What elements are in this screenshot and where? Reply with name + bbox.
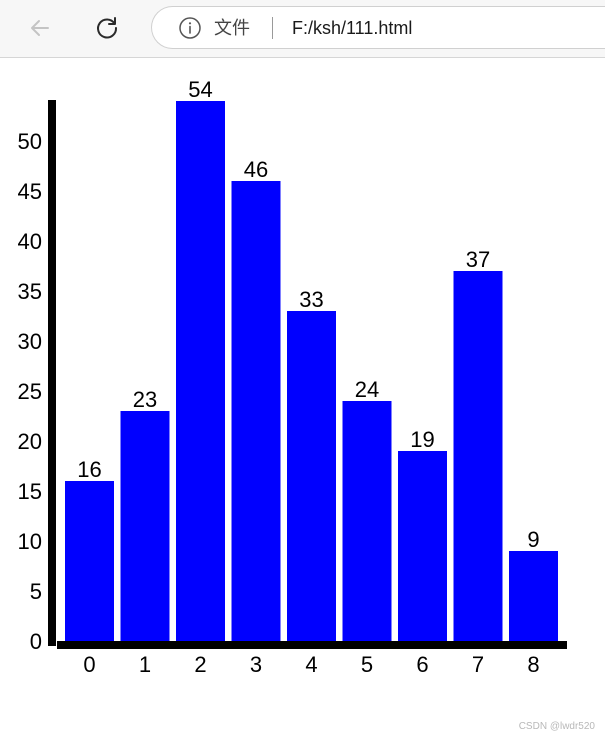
bar-3 (231, 181, 281, 641)
bar-5 (342, 401, 392, 641)
bar-6 (398, 451, 447, 641)
y-tick-label-45: 45 (18, 179, 42, 204)
bar-4 (287, 311, 336, 641)
data-label-4: 33 (299, 287, 323, 312)
y-tick-label-35: 35 (18, 279, 42, 304)
bar-8 (509, 551, 558, 641)
data-label-0: 16 (77, 457, 101, 482)
url-text[interactable]: F:/ksh/111.html (292, 18, 413, 38)
back-button[interactable] (23, 11, 57, 45)
x-tick-label-7: 7 (472, 652, 484, 677)
bar-0 (65, 481, 114, 641)
data-label-1: 23 (133, 387, 157, 412)
x-tick-label-8: 8 (527, 652, 539, 677)
y-axis: 0 5 10 15 20 25 30 35 40 45 50 (18, 100, 56, 654)
x-tick-label-1: 1 (139, 652, 151, 677)
y-tick-label-5: 5 (30, 579, 42, 604)
y-tick-label-0: 0 (30, 629, 42, 654)
bar-2 (176, 101, 225, 641)
y-tick-label-10: 10 (18, 529, 42, 554)
data-label-8: 9 (527, 527, 539, 552)
y-tick-label-25: 25 (18, 379, 42, 404)
site-info-label: 文件 (214, 18, 250, 38)
x-tick-label-5: 5 (361, 652, 373, 677)
watermark: CSDN @lwdr520 (518, 721, 595, 732)
reload-icon (97, 17, 118, 39)
y-tick-label-30: 30 (18, 329, 42, 354)
data-label-5: 24 (355, 377, 379, 402)
y-tick-label-20: 20 (18, 429, 42, 454)
bars-group (65, 101, 558, 641)
x-tick-label-3: 3 (250, 652, 262, 677)
data-label-6: 19 (410, 427, 434, 452)
browser-toolbar: 文件 F:/ksh/111.html (0, 0, 605, 58)
data-label-2: 54 (188, 77, 212, 102)
x-tick-label-0: 0 (83, 652, 95, 677)
y-tick-label-15: 15 (18, 479, 42, 504)
y-tick-label-50: 50 (18, 129, 42, 154)
x-axis: 0 1 2 3 4 5 6 7 8 (57, 641, 567, 677)
bar-1 (120, 411, 170, 641)
info-icon[interactable] (178, 16, 202, 40)
data-label-3: 46 (244, 157, 268, 182)
back-arrow-icon (31, 20, 49, 36)
value-labels-group: 16 23 54 46 33 24 19 37 9 (77, 77, 539, 552)
url-divider (272, 17, 273, 39)
bar-7 (453, 271, 503, 641)
x-tick-label-2: 2 (194, 652, 206, 677)
reload-button[interactable] (90, 11, 124, 45)
y-tick-label-40: 40 (18, 229, 42, 254)
x-tick-label-6: 6 (416, 652, 428, 677)
address-bar[interactable]: 文件 F:/ksh/111.html (151, 6, 605, 49)
x-tick-label-4: 4 (305, 652, 317, 677)
data-label-7: 37 (466, 247, 490, 272)
